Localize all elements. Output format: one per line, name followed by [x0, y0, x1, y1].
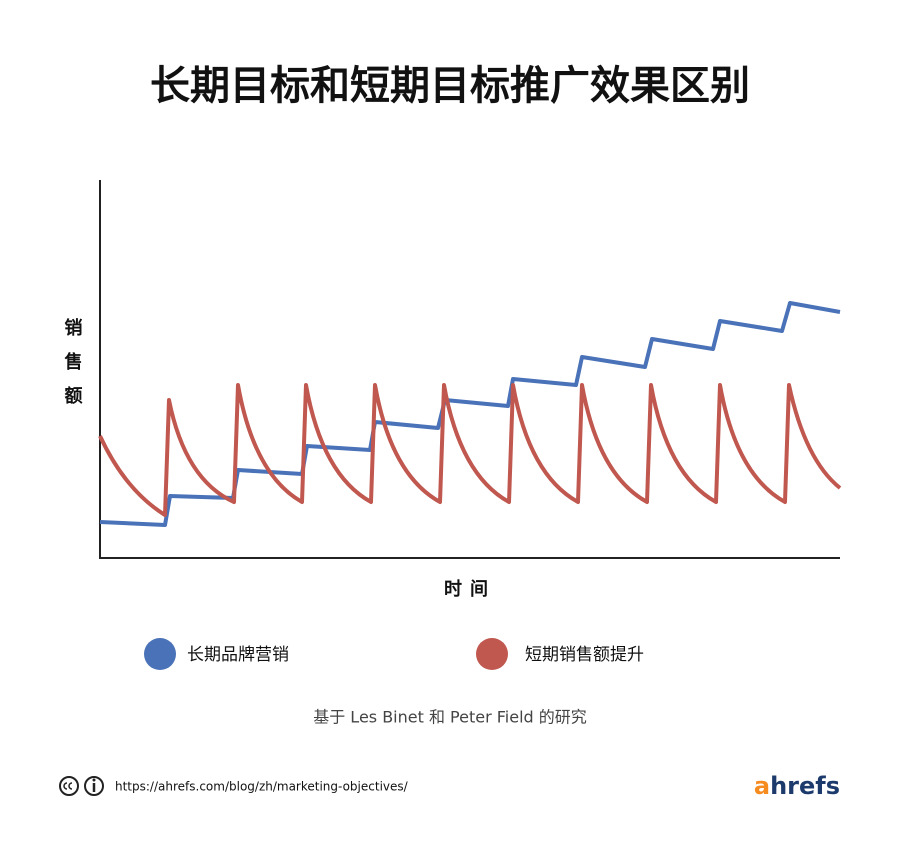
legend-label: 长期品牌营销: [187, 645, 289, 665]
brand-logo: ahrefs: [754, 772, 840, 800]
y-axis-label: 销售额: [62, 317, 83, 420]
legend-label: 短期销售额提升: [525, 645, 644, 665]
brand-a: a: [754, 772, 770, 800]
long-term-line: [99, 301, 841, 527]
axes: [99, 180, 840, 559]
source-note: 基于 Les Binet 和 Peter Field 的研究: [313, 708, 587, 727]
chart-title: 长期目标和短期目标推广效果区别: [150, 63, 750, 109]
x-axis-label: 时间: [444, 579, 496, 600]
legend-swatch: [144, 638, 176, 670]
brand-rest: hrefs: [770, 772, 840, 800]
cc-icons: [59, 776, 104, 796]
legend-swatch: [476, 638, 508, 670]
short-term-line: [98, 383, 842, 517]
url: https://ahrefs.com/blog/zh/marketing-obj…: [115, 780, 409, 794]
